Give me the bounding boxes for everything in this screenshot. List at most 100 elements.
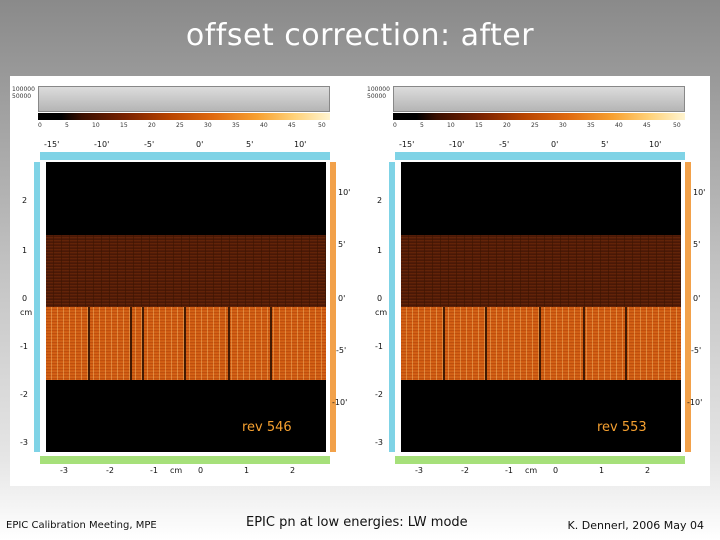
revolution-label: rev 546	[242, 420, 292, 435]
axis-tick: 5'	[601, 140, 609, 149]
colorbar-tick: 0	[38, 122, 42, 129]
footer-author-date: K. Dennerl, 2006 May 04	[567, 519, 704, 532]
column-line	[142, 307, 144, 380]
axis-tick: -15'	[399, 140, 415, 149]
bright-band	[46, 307, 326, 380]
hist-label: 50000	[367, 93, 387, 100]
axis-tick: 1	[244, 466, 250, 475]
colorbar-tick: 50	[673, 122, 681, 129]
axis-tick: 2	[290, 466, 296, 475]
axis-tick: -10'	[449, 140, 465, 149]
axis-tick: -2	[461, 466, 469, 475]
column-line	[184, 307, 186, 380]
colorbar-tick: 10	[447, 122, 455, 129]
axis-tick: 0	[553, 466, 559, 475]
hist-label: 100000	[12, 86, 35, 93]
column-line	[485, 307, 487, 380]
axis-tick: 5'	[246, 140, 254, 149]
colorbar-tick: 5	[65, 122, 69, 129]
color-scale-bar	[38, 113, 330, 120]
footer-meeting: EPIC Calibration Meeting, MPE	[6, 520, 157, 531]
ccd-index-strip-right	[685, 162, 691, 452]
axis-tick: -1	[505, 466, 513, 475]
axis-tick: 0	[198, 466, 204, 475]
intensity-histogram	[38, 86, 330, 112]
histogram-y-labels: 100000 50000	[12, 86, 35, 100]
axis-tick: -10'	[687, 398, 703, 407]
intensity-histogram	[393, 86, 685, 112]
axis-tick: 0'	[693, 294, 701, 303]
dark-band	[46, 235, 326, 307]
axis-tick: 10'	[693, 188, 706, 197]
axis-tick: 1	[22, 246, 28, 255]
axis-tick: 2	[22, 196, 28, 205]
axis-tick: -1	[150, 466, 158, 475]
colorbar-tick: 25	[176, 122, 184, 129]
axis-tick: -5'	[144, 140, 155, 149]
ccd-index-strip-top	[40, 152, 330, 160]
axis-tick: 2	[377, 196, 383, 205]
axis-tick: 2	[645, 466, 651, 475]
axis-tick: 5'	[338, 240, 346, 249]
detector-panel-left: 100000 50000 0 5 10 15 20 25 30 35 40 45…	[10, 76, 350, 486]
colorbar-tick: 10	[92, 122, 100, 129]
axis-tick: cm	[375, 308, 388, 317]
histogram-y-labels: 100000 50000	[367, 86, 390, 100]
axis-tick: -5'	[691, 346, 702, 355]
ccd-index-strip-top	[395, 152, 685, 160]
slide-title: offset correction: after	[185, 18, 535, 53]
colorbar-tick: 40	[615, 122, 623, 129]
colorbar-tick: 15	[120, 122, 128, 129]
axis-tick: -3	[375, 438, 383, 447]
ccd-index-strip-right	[330, 162, 336, 452]
axis-tick: cm	[525, 466, 538, 475]
axis-tick: 1	[377, 246, 383, 255]
colorbar-tick: 30	[559, 122, 567, 129]
column-line	[583, 307, 585, 380]
colorbar-tick: 25	[531, 122, 539, 129]
column-line	[443, 307, 445, 380]
colorbar-tick: 45	[643, 122, 651, 129]
hist-label: 100000	[367, 86, 390, 93]
ccd-index-strip-left	[389, 162, 395, 452]
axis-tick: -10'	[94, 140, 110, 149]
axis-tick: 1	[599, 466, 605, 475]
axis-tick: 5'	[693, 240, 701, 249]
dark-band	[401, 235, 681, 307]
column-line	[228, 307, 230, 380]
hist-label: 50000	[12, 93, 32, 100]
axis-tick: -1	[20, 342, 28, 351]
colorbar-tick: 0	[393, 122, 397, 129]
colorbar-tick: 5	[420, 122, 424, 129]
axis-tick: -15'	[44, 140, 60, 149]
axis-tick: 0'	[551, 140, 559, 149]
column-line	[130, 307, 132, 380]
axis-tick: 0	[22, 294, 28, 303]
column-line	[88, 307, 90, 380]
colorbar-tick: 50	[318, 122, 326, 129]
detector-image: rev 553	[401, 162, 681, 452]
footer-topic: EPIC pn at low energies: LW mode	[246, 515, 468, 530]
axis-tick: 0'	[196, 140, 204, 149]
axis-tick: -3	[60, 466, 68, 475]
axis-tick: 10'	[649, 140, 662, 149]
axis-tick: -3	[415, 466, 423, 475]
axis-tick: -2	[106, 466, 114, 475]
colorbar-tick: 40	[260, 122, 268, 129]
axis-tick: 0'	[338, 294, 346, 303]
color-scale-bar	[393, 113, 685, 120]
colorbar-tick: 45	[288, 122, 296, 129]
figure-area: 100000 50000 0 5 10 15 20 25 30 35 40 45…	[10, 76, 710, 486]
axis-tick: 10'	[294, 140, 307, 149]
axis-tick: -3	[20, 438, 28, 447]
axis-tick: cm	[20, 308, 33, 317]
colorbar-tick: 30	[204, 122, 212, 129]
axis-tick: -5'	[336, 346, 347, 355]
colorbar-tick: 35	[587, 122, 595, 129]
ccd-index-strip-bottom	[395, 456, 685, 464]
colorbar-tick: 15	[475, 122, 483, 129]
column-line	[270, 307, 272, 380]
column-line	[625, 307, 627, 380]
ccd-index-strip-bottom	[40, 456, 330, 464]
axis-tick: -2	[375, 390, 383, 399]
